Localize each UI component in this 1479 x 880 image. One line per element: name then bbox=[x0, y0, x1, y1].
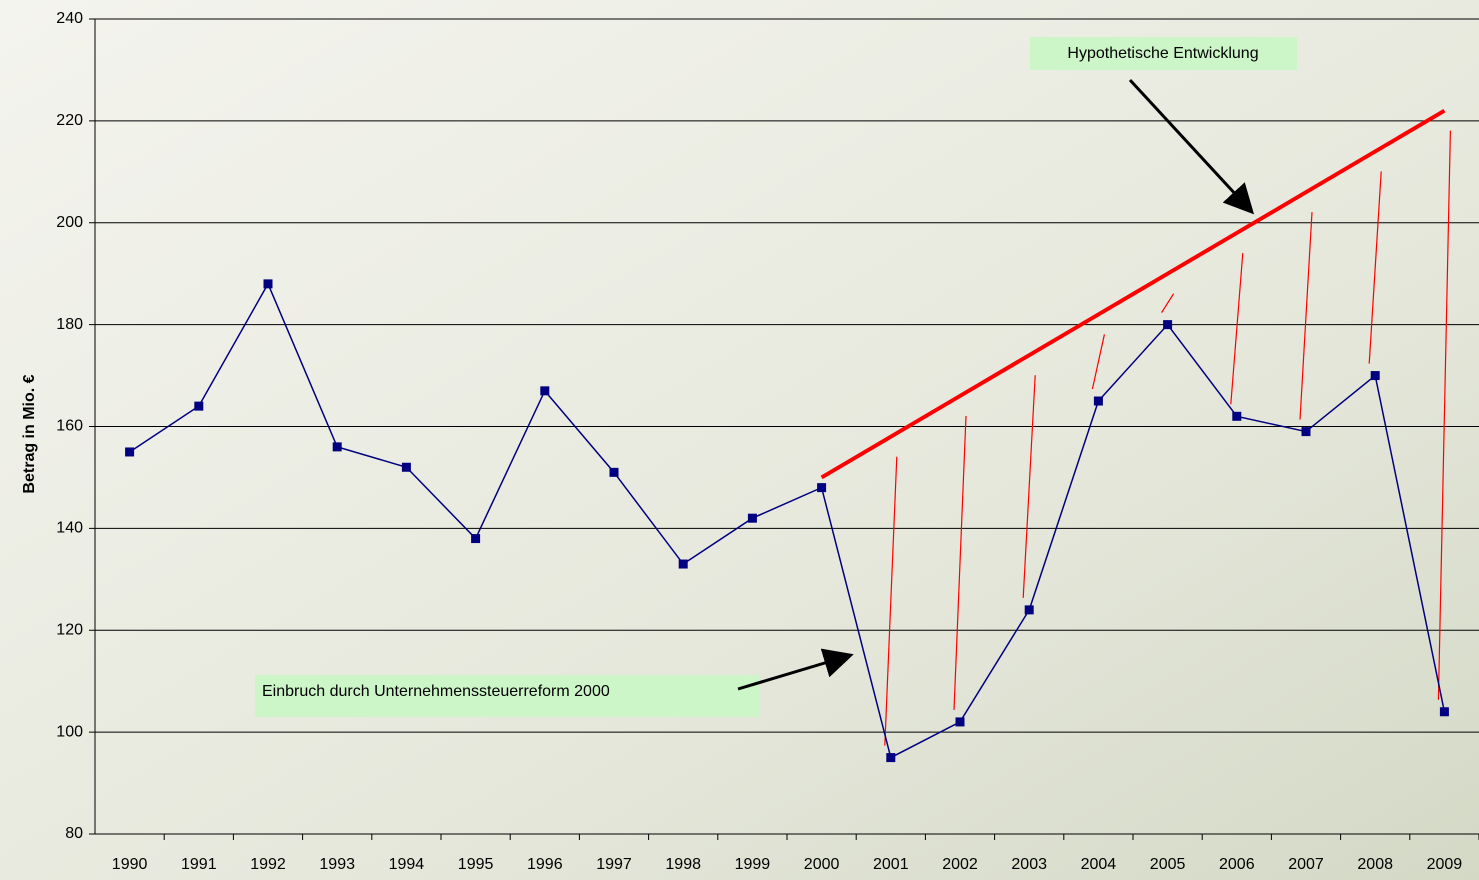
x-tick-label: 2002 bbox=[942, 856, 978, 873]
x-tick-label: 1993 bbox=[319, 856, 355, 873]
y-tick-label: 160 bbox=[56, 418, 83, 435]
x-tick-label: 1994 bbox=[389, 856, 425, 873]
y-tick-label: 120 bbox=[56, 621, 83, 638]
marker bbox=[540, 386, 549, 395]
marker bbox=[748, 514, 757, 523]
x-tick-label: 1996 bbox=[527, 856, 563, 873]
marker bbox=[194, 402, 203, 411]
x-tick-label: 2006 bbox=[1219, 856, 1255, 873]
marker bbox=[817, 483, 826, 492]
marker bbox=[1232, 412, 1241, 421]
y-tick-label: 140 bbox=[56, 520, 83, 537]
x-tick-label: 1995 bbox=[458, 856, 494, 873]
chart: Betrag in Mio. € 80100120140160180200220… bbox=[0, 0, 1479, 880]
x-tick-label: 2008 bbox=[1357, 856, 1393, 873]
marker bbox=[1371, 371, 1380, 380]
marker bbox=[333, 442, 342, 451]
marker bbox=[471, 534, 480, 543]
x-tick-label: 2003 bbox=[1011, 856, 1047, 873]
y-tick-label: 220 bbox=[56, 112, 83, 129]
marker bbox=[1094, 397, 1103, 406]
y-tick-label: 240 bbox=[56, 10, 83, 27]
y-tick-label: 200 bbox=[56, 214, 83, 231]
marker bbox=[1025, 605, 1034, 614]
marker bbox=[956, 717, 965, 726]
y-tick-label: 180 bbox=[56, 316, 83, 333]
y-tick-label: 80 bbox=[65, 825, 83, 842]
marker bbox=[402, 463, 411, 472]
y-tick-label: 100 bbox=[56, 723, 83, 740]
x-tick-label: 2000 bbox=[804, 856, 840, 873]
marker bbox=[886, 753, 895, 762]
x-tick-label: 2004 bbox=[1081, 856, 1117, 873]
x-tick-label: 1992 bbox=[250, 856, 286, 873]
marker bbox=[1302, 427, 1311, 436]
x-tick-label: 2007 bbox=[1288, 856, 1324, 873]
x-tick-label: 1990 bbox=[112, 856, 148, 873]
marker bbox=[125, 447, 134, 456]
annotation: Hypothetische Entwicklung bbox=[1067, 45, 1258, 62]
marker bbox=[1163, 320, 1172, 329]
x-tick-label: 1991 bbox=[181, 856, 217, 873]
marker bbox=[610, 468, 619, 477]
marker bbox=[264, 279, 273, 288]
background bbox=[0, 0, 1479, 880]
x-tick-label: 1999 bbox=[735, 856, 771, 873]
x-tick-label: 2001 bbox=[873, 856, 909, 873]
x-tick-label: 1997 bbox=[596, 856, 632, 873]
x-tick-label: 1998 bbox=[665, 856, 701, 873]
marker bbox=[1440, 707, 1449, 716]
x-tick-label: 2005 bbox=[1150, 856, 1186, 873]
annotation: Einbruch durch Unternehmenssteuerreform … bbox=[262, 683, 610, 700]
x-tick-label: 2009 bbox=[1427, 856, 1463, 873]
y-axis-label: Betrag in Mio. € bbox=[21, 374, 38, 493]
marker bbox=[679, 560, 688, 569]
